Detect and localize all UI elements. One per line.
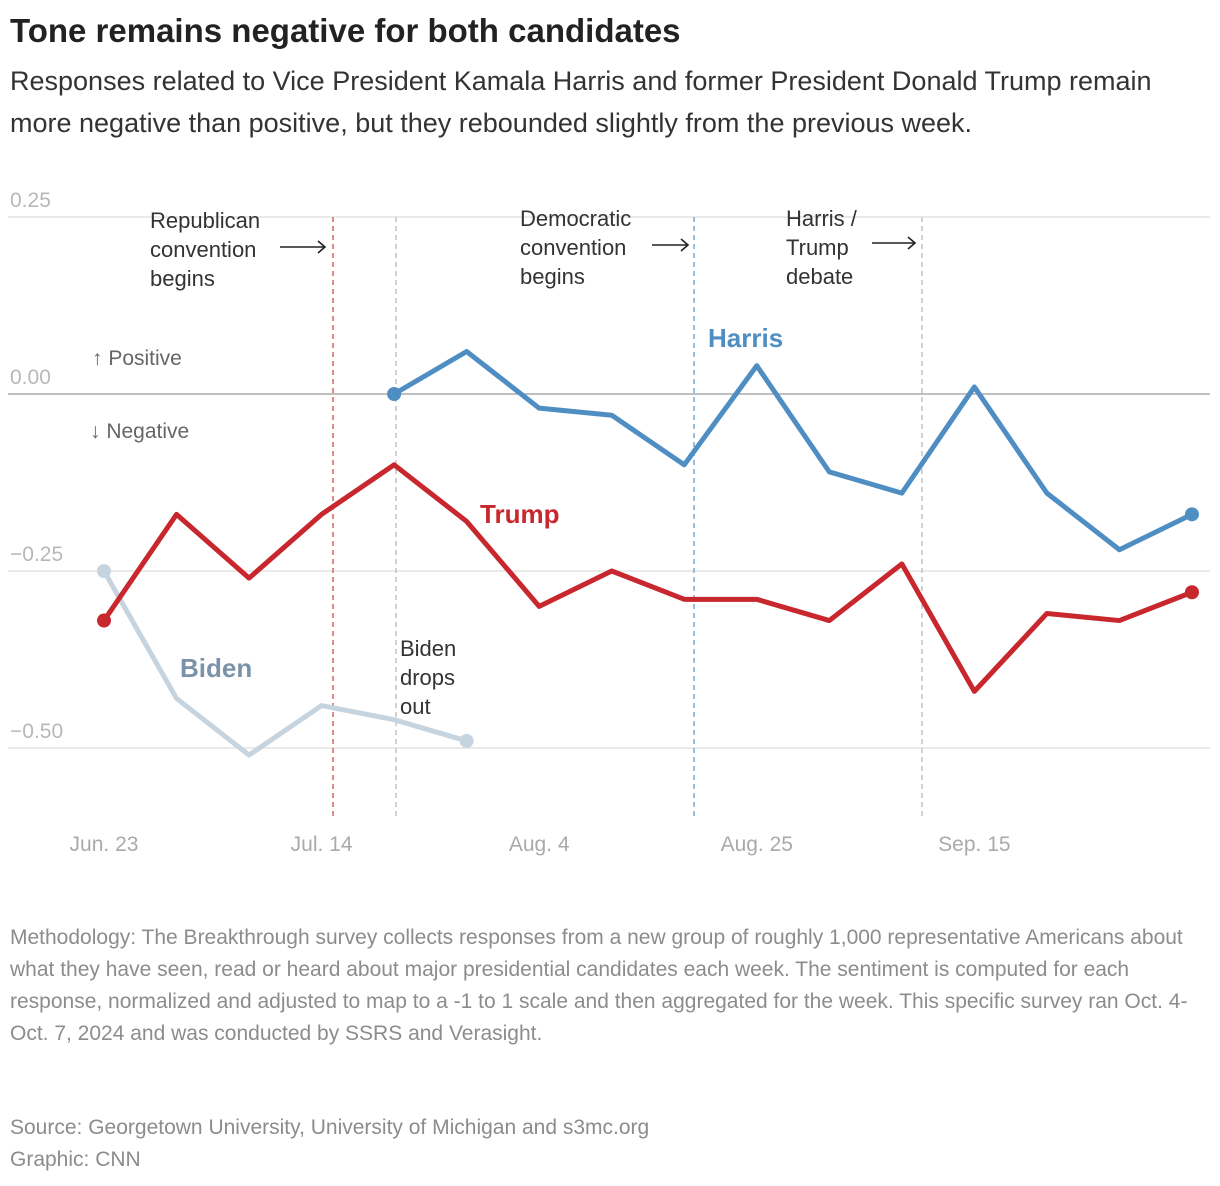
annotation: Biden drops out bbox=[400, 636, 457, 719]
x-tick-label: Jun. 23 bbox=[70, 833, 139, 856]
series-label: Biden bbox=[180, 653, 252, 683]
annotation: Democratic convention begins bbox=[520, 206, 632, 289]
annotation: Harris / Trump debate bbox=[786, 206, 857, 289]
arrows bbox=[280, 236, 917, 254]
series-label: Trump bbox=[480, 499, 559, 529]
series-line bbox=[391, 349, 1195, 553]
title: Tone remains negative for both candidate… bbox=[10, 12, 681, 49]
end-dot bbox=[387, 387, 402, 401]
series-line bbox=[101, 568, 470, 758]
end-dot bbox=[97, 613, 111, 628]
end-dot bbox=[97, 564, 111, 578]
subtitle: Responses related to Vice President Kama… bbox=[10, 66, 1152, 138]
x-tick-label: Sep. 15 bbox=[938, 833, 1010, 856]
annotation: Republican convention begins bbox=[150, 208, 261, 291]
credit: Graphic: CNN bbox=[10, 1148, 141, 1171]
negative-label: ↓ Negative bbox=[90, 420, 189, 443]
end-dot bbox=[1184, 585, 1199, 600]
end-dot bbox=[1184, 507, 1199, 522]
positive-label: ↑ Positive bbox=[92, 347, 182, 370]
x-tick-label: Jul. 14 bbox=[291, 833, 353, 856]
y-tick-label: −0.25 bbox=[10, 543, 63, 566]
lines: Biden Trump Harris bbox=[97, 323, 1199, 758]
x-tick-label: Aug. 25 bbox=[721, 833, 793, 856]
arrow bbox=[280, 240, 327, 254]
source: Source: Georgetown University, Universit… bbox=[10, 1116, 650, 1139]
y-tick-label: 0.00 bbox=[10, 366, 51, 389]
methodology: Methodology: The Breakthrough survey col… bbox=[10, 926, 1188, 1045]
events bbox=[332, 217, 923, 820]
arrow bbox=[652, 238, 690, 252]
arrow bbox=[872, 236, 917, 250]
y-tick-label: −0.50 bbox=[10, 720, 63, 743]
series-line bbox=[101, 462, 1195, 694]
end-dot bbox=[459, 733, 474, 748]
y-tick-label: 0.25 bbox=[10, 189, 51, 212]
grid: 0.25 0.00 −0.25 −0.50 Jun. 23 Jul. 14 Aug. 4 Au… bbox=[8, 189, 1210, 856]
x-tick-label: Aug. 4 bbox=[509, 833, 570, 856]
series-label: Harris bbox=[708, 323, 783, 353]
